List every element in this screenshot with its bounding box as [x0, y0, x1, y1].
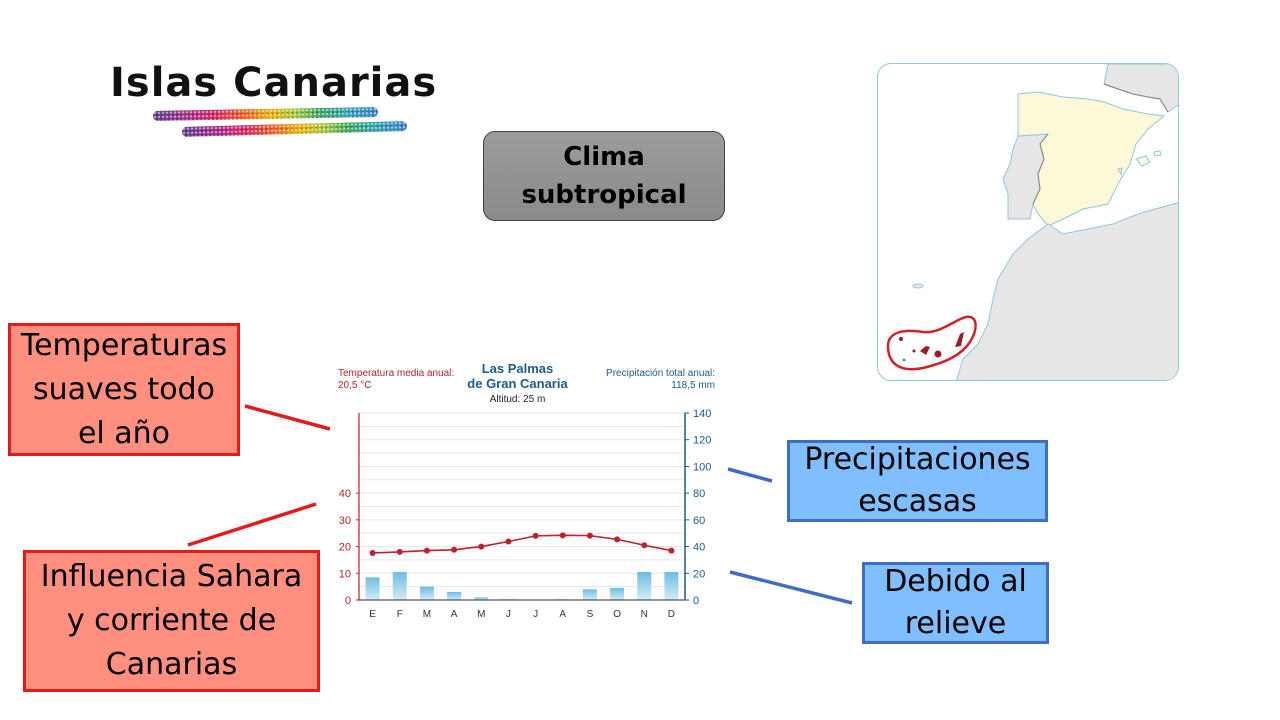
climograph: Temperatura media anual: 20,5 °C Las Pal…	[330, 355, 725, 630]
connector-influence	[187, 502, 317, 547]
callout-precipitation: Precipitaciones escasas	[787, 440, 1048, 522]
svg-text:0: 0	[345, 595, 351, 607]
chart-altitude: Altitud: 25 m	[489, 394, 546, 405]
svg-text:40: 40	[339, 488, 351, 500]
callout-precipitation-text: Precipitaciones escasas	[804, 442, 1031, 519]
svg-text:20: 20	[693, 568, 705, 580]
svg-text:100: 100	[693, 461, 711, 473]
svg-text:J: J	[506, 609, 511, 620]
svg-text:M: M	[477, 609, 485, 620]
callout-influence: Influencia Sahara y corriente de Canaria…	[23, 550, 320, 692]
svg-text:F: F	[397, 609, 403, 620]
svg-text:O: O	[613, 609, 621, 620]
svg-text:E: E	[369, 609, 376, 620]
canary-islands	[899, 332, 964, 362]
canary-highlight-ring	[886, 315, 977, 371]
connector-temperatures	[244, 404, 331, 431]
svg-text:10: 10	[339, 568, 351, 580]
climate-type-label: Clima subtropical	[521, 142, 687, 210]
callout-relief: Debido al relieve	[862, 562, 1049, 644]
svg-text:60: 60	[693, 515, 705, 527]
svg-text:D: D	[668, 609, 675, 620]
svg-text:120: 120	[693, 435, 711, 447]
svg-text:80: 80	[693, 488, 705, 500]
connector-relief	[729, 570, 853, 605]
callout-temperatures: Temperaturas suaves todo el año	[8, 323, 240, 456]
chart-station-title: Las Palmas de Gran Canaria	[467, 361, 568, 391]
svg-text:A: A	[559, 609, 566, 620]
climograph-plot: 0 10 20 30 40 0 20 40 60 80 100 120 140 E F M A M J J A S O N D	[339, 408, 712, 620]
location-map	[877, 63, 1179, 381]
svg-text:S: S	[587, 609, 594, 620]
connector-precipitation	[727, 467, 773, 483]
slide-title: Islas Canarias	[110, 60, 438, 106]
svg-text:M: M	[423, 609, 431, 620]
callout-relief-text: Debido al relieve	[884, 564, 1027, 641]
map-svg	[886, 64, 1178, 380]
svg-text:A: A	[451, 609, 458, 620]
svg-text:J: J	[533, 609, 538, 620]
svg-text:140: 140	[693, 408, 711, 420]
callout-temperatures-text: Temperaturas suaves todo el año	[20, 327, 228, 451]
climate-type-box: Clima subtropical	[483, 131, 725, 221]
svg-text:30: 30	[339, 515, 351, 527]
svg-text:0: 0	[693, 595, 699, 607]
chart-prec-header: Precipitación total anual: 118,5 mm	[606, 368, 715, 391]
chart-temp-header: Temperatura media anual: 20,5 °C	[338, 368, 455, 391]
svg-text:N: N	[641, 609, 648, 620]
svg-text:20: 20	[339, 542, 351, 554]
svg-text:40: 40	[693, 542, 705, 554]
callout-influence-text: Influencia Sahara y corriente de Canaria…	[40, 559, 303, 682]
